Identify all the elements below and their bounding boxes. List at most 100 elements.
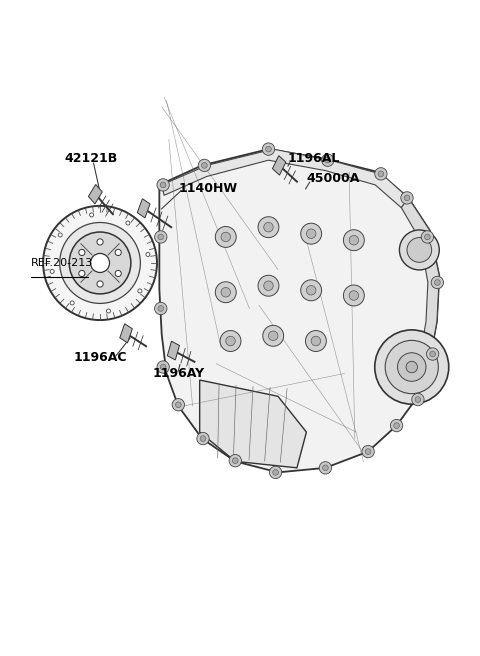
Ellipse shape	[306, 229, 316, 238]
Polygon shape	[401, 198, 439, 400]
Ellipse shape	[415, 397, 421, 402]
Ellipse shape	[362, 445, 374, 458]
Ellipse shape	[107, 309, 110, 313]
Ellipse shape	[258, 276, 279, 297]
Ellipse shape	[50, 270, 54, 274]
Ellipse shape	[221, 287, 230, 297]
Ellipse shape	[397, 353, 426, 381]
Text: 45000A: 45000A	[306, 172, 360, 185]
Ellipse shape	[265, 146, 271, 152]
Ellipse shape	[157, 361, 169, 373]
Ellipse shape	[216, 282, 236, 302]
Ellipse shape	[200, 436, 206, 441]
Ellipse shape	[401, 192, 413, 204]
Ellipse shape	[160, 364, 166, 370]
Ellipse shape	[158, 234, 164, 240]
Ellipse shape	[264, 281, 273, 291]
Ellipse shape	[385, 340, 438, 394]
Ellipse shape	[343, 230, 364, 251]
Text: 1196AC: 1196AC	[74, 351, 128, 364]
Polygon shape	[168, 341, 180, 360]
Ellipse shape	[399, 230, 439, 270]
Ellipse shape	[115, 249, 121, 256]
Polygon shape	[159, 149, 439, 472]
Ellipse shape	[69, 232, 131, 294]
Ellipse shape	[79, 270, 85, 277]
Ellipse shape	[311, 337, 321, 346]
Ellipse shape	[264, 222, 273, 232]
Text: REF.20-213: REF.20-213	[31, 258, 94, 268]
Ellipse shape	[232, 458, 238, 464]
Ellipse shape	[138, 289, 142, 293]
Ellipse shape	[91, 253, 109, 272]
Ellipse shape	[172, 399, 184, 411]
Ellipse shape	[262, 143, 275, 155]
Ellipse shape	[126, 221, 130, 225]
Ellipse shape	[365, 449, 371, 455]
Ellipse shape	[322, 154, 334, 167]
Text: 1196AY: 1196AY	[152, 367, 204, 380]
Ellipse shape	[263, 325, 284, 346]
Ellipse shape	[430, 351, 435, 357]
Ellipse shape	[424, 234, 430, 240]
Ellipse shape	[216, 226, 236, 247]
Polygon shape	[200, 380, 306, 468]
Ellipse shape	[43, 206, 157, 320]
Ellipse shape	[158, 306, 164, 312]
Ellipse shape	[220, 331, 241, 352]
Ellipse shape	[258, 216, 279, 237]
Ellipse shape	[301, 280, 322, 300]
Ellipse shape	[269, 466, 282, 479]
Ellipse shape	[394, 422, 399, 428]
Ellipse shape	[97, 281, 103, 287]
Ellipse shape	[160, 182, 166, 188]
Ellipse shape	[79, 249, 85, 256]
Ellipse shape	[434, 279, 440, 285]
Text: 42121B: 42121B	[64, 152, 118, 165]
Text: 1140HW: 1140HW	[179, 182, 238, 195]
Ellipse shape	[176, 402, 181, 407]
Ellipse shape	[375, 330, 449, 404]
Ellipse shape	[90, 213, 94, 217]
Ellipse shape	[273, 470, 278, 475]
Ellipse shape	[221, 232, 230, 241]
Ellipse shape	[198, 159, 211, 172]
Ellipse shape	[426, 348, 439, 360]
Ellipse shape	[226, 337, 235, 346]
Ellipse shape	[58, 233, 62, 237]
Ellipse shape	[407, 237, 432, 262]
Ellipse shape	[157, 178, 169, 191]
Ellipse shape	[412, 394, 424, 406]
Ellipse shape	[319, 462, 332, 474]
Ellipse shape	[421, 231, 433, 243]
Polygon shape	[137, 199, 150, 218]
Ellipse shape	[343, 285, 364, 306]
Ellipse shape	[146, 253, 150, 256]
Ellipse shape	[155, 302, 167, 315]
Ellipse shape	[305, 331, 326, 352]
Ellipse shape	[306, 285, 316, 295]
Polygon shape	[273, 155, 286, 175]
Ellipse shape	[431, 276, 444, 289]
Ellipse shape	[70, 301, 74, 305]
Ellipse shape	[404, 195, 410, 201]
Ellipse shape	[406, 361, 418, 373]
Ellipse shape	[301, 223, 322, 244]
Ellipse shape	[378, 171, 384, 176]
Ellipse shape	[155, 231, 167, 243]
Ellipse shape	[325, 157, 331, 163]
Polygon shape	[120, 324, 132, 343]
Ellipse shape	[390, 419, 403, 432]
Polygon shape	[88, 184, 102, 204]
Text: 1196AL: 1196AL	[288, 152, 340, 165]
Ellipse shape	[60, 222, 140, 304]
Polygon shape	[162, 149, 408, 208]
Ellipse shape	[202, 163, 207, 168]
Ellipse shape	[197, 432, 209, 445]
Ellipse shape	[375, 168, 387, 180]
Ellipse shape	[323, 465, 328, 471]
Ellipse shape	[268, 331, 278, 340]
Ellipse shape	[229, 455, 241, 467]
Ellipse shape	[349, 236, 359, 245]
Ellipse shape	[97, 239, 103, 245]
